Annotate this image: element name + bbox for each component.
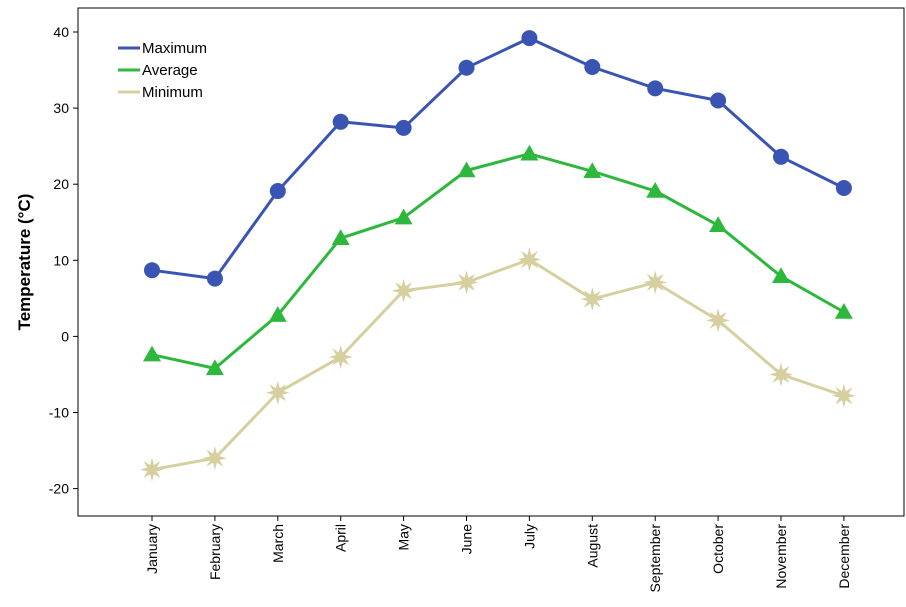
x-tick-label: March bbox=[270, 524, 286, 563]
minimum-point bbox=[265, 380, 290, 405]
legend-label-average: Average bbox=[142, 62, 198, 79]
maximum-point bbox=[395, 119, 412, 136]
minimum-point bbox=[517, 247, 542, 272]
average-point bbox=[772, 267, 790, 284]
legend-label-minimum: Minimum bbox=[142, 84, 203, 101]
average-point bbox=[834, 303, 853, 319]
y-tick-label: 10 bbox=[53, 252, 69, 268]
average-point bbox=[143, 345, 161, 362]
x-tick-label: January bbox=[144, 524, 160, 574]
y-tick-label: 0 bbox=[61, 328, 69, 344]
average-point bbox=[646, 182, 665, 198]
y-axis: 40 30 20 10 0 -10 -20 bbox=[49, 24, 78, 497]
y-tick-label: 20 bbox=[53, 176, 69, 192]
series-markers bbox=[140, 30, 856, 482]
maximum-point bbox=[835, 180, 852, 197]
series-line-average bbox=[150, 152, 846, 370]
x-tick-label: June bbox=[459, 524, 475, 555]
plot-frame bbox=[77, 7, 905, 517]
maximum-point bbox=[710, 92, 727, 109]
maximum-point bbox=[521, 30, 538, 47]
maximum-point bbox=[773, 148, 789, 165]
maximum-point bbox=[269, 183, 286, 200]
minimum-point bbox=[706, 308, 731, 333]
minimum-point bbox=[769, 362, 793, 387]
average-point bbox=[394, 208, 413, 225]
x-tick-label: May bbox=[396, 524, 412, 550]
maximum-point bbox=[144, 262, 160, 279]
x-axis: January February March April May June July Augu… bbox=[144, 516, 852, 592]
y-tick-label: 30 bbox=[53, 100, 69, 116]
x-tick-label: August bbox=[584, 524, 600, 568]
x-tick-label: September bbox=[647, 524, 663, 593]
y-axis-title: Temperature (°C) bbox=[15, 194, 34, 331]
average-point bbox=[331, 229, 350, 245]
x-tick-label: November bbox=[773, 524, 789, 589]
y-tick-label: -10 bbox=[49, 405, 69, 421]
maximum-point bbox=[647, 80, 664, 97]
minimum-point bbox=[831, 383, 856, 408]
maximum-point bbox=[584, 59, 601, 76]
series-lines bbox=[150, 36, 846, 472]
minimum-point bbox=[643, 270, 668, 295]
x-tick-label: December bbox=[836, 524, 852, 589]
average-point bbox=[457, 161, 476, 178]
average-point bbox=[205, 359, 224, 376]
minimum-point bbox=[391, 278, 416, 303]
maximum-point bbox=[206, 270, 223, 287]
minimum-point bbox=[454, 270, 479, 295]
series-line-maximum bbox=[150, 36, 846, 281]
y-tick-label: -20 bbox=[49, 481, 69, 497]
minimum-point bbox=[140, 457, 164, 482]
maximum-point bbox=[332, 113, 349, 130]
average-point bbox=[709, 216, 728, 233]
minimum-point bbox=[580, 287, 605, 312]
series-line-minimum bbox=[150, 258, 846, 472]
x-tick-label: April bbox=[333, 524, 349, 552]
x-tick-label: July bbox=[521, 524, 537, 549]
maximum-point bbox=[458, 59, 475, 76]
minimum-point bbox=[202, 446, 227, 471]
average-point bbox=[520, 144, 539, 161]
x-tick-label: October bbox=[710, 524, 726, 574]
minimum-point bbox=[328, 344, 353, 369]
legend: Maximum Average Minimum bbox=[118, 40, 207, 101]
legend-label-maximum: Maximum bbox=[142, 40, 207, 57]
y-tick-label: 40 bbox=[53, 24, 69, 40]
average-point bbox=[583, 162, 602, 179]
average-point bbox=[268, 306, 287, 322]
x-tick-label: February bbox=[207, 524, 223, 580]
